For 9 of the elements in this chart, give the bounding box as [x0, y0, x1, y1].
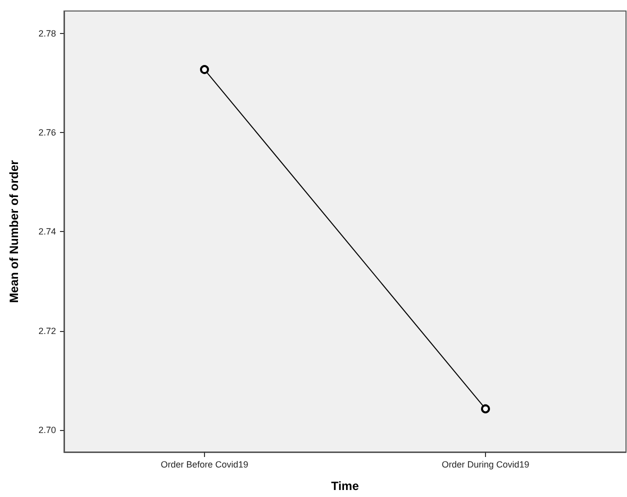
y-axis-title: Mean of Number of order — [7, 160, 21, 303]
x-tick-label: Order During Covid19 — [442, 460, 530, 470]
x-tick-label: Order Before Covid19 — [160, 460, 248, 470]
y-tick-label: 2.78 — [38, 28, 56, 38]
y-tick-label: 2.72 — [38, 326, 56, 336]
y-tick-label: 2.74 — [38, 226, 56, 237]
x-axis-title: Time — [331, 479, 360, 493]
y-tick-label: 2.70 — [38, 425, 56, 436]
y-tick-label: 2.76 — [38, 128, 56, 138]
